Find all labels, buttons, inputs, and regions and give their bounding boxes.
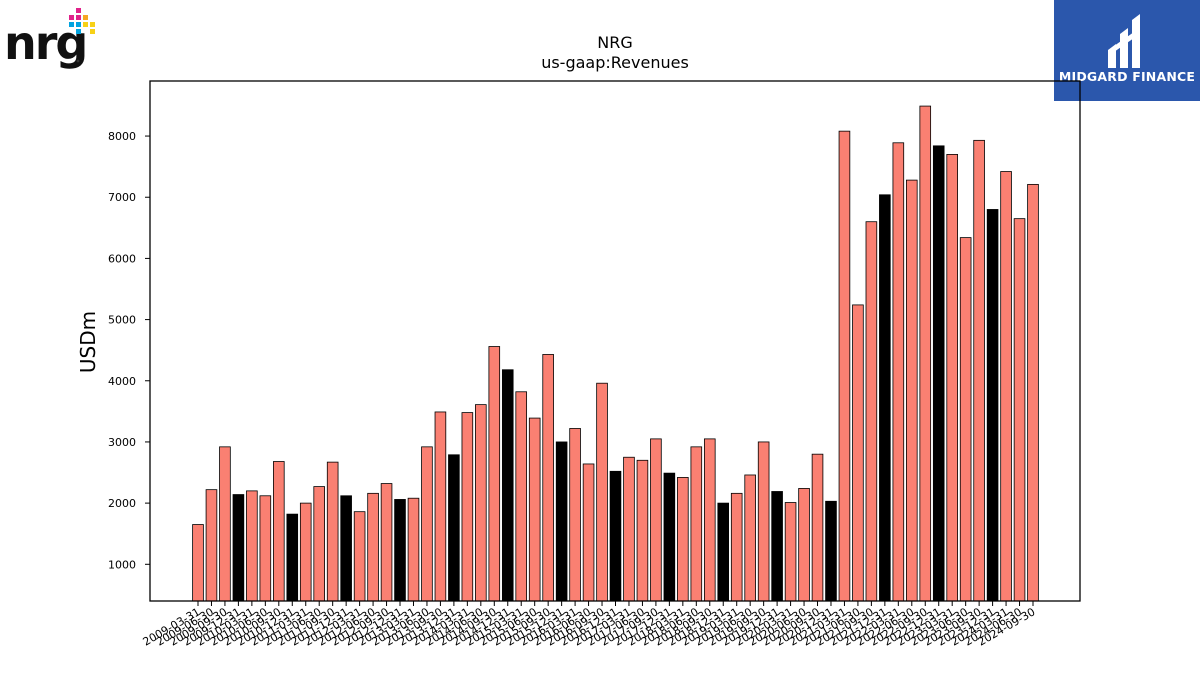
bar-2013-06-30 (421, 446, 433, 602)
bars-group (192, 105, 1039, 602)
bar-2014-06-30 (475, 404, 487, 602)
bar-2017-09-30 (650, 438, 662, 602)
nrg-sparkle-icon (69, 8, 95, 63)
bar-2024-09-30 (1027, 183, 1039, 602)
bar-2011-09-30 (326, 461, 339, 602)
bar-2015-12-31 (555, 441, 568, 602)
bar-2015-03-31 (515, 391, 528, 602)
bar-2018-09-30 (703, 438, 716, 602)
bar-2021-09-30 (865, 221, 878, 602)
bar-2020-03-31 (784, 502, 797, 602)
bar-2019-12-31 (771, 491, 783, 602)
bar-2018-06-30 (690, 446, 703, 602)
bar-2020-06-30 (798, 488, 810, 602)
bar-2012-12-31 (394, 499, 406, 602)
y-tick-label: 2000 (108, 497, 136, 510)
nrg-logo-text: nrg (4, 16, 88, 70)
x-axis-ticks: 2009-03-312009-06-302009-09-302009-12-31… (141, 601, 1038, 649)
bar-2010-12-31 (286, 513, 299, 602)
bar-2011-12-31 (340, 495, 352, 602)
bar-2020-09-30 (811, 453, 824, 602)
bar-2010-09-30 (273, 461, 285, 602)
bar-2019-09-30 (757, 441, 770, 602)
y-tick-label: 4000 (108, 375, 136, 388)
midgard-finance-logo: MIDGARD FINANCE (1054, 0, 1200, 101)
bar-2009-09-30 (219, 446, 231, 602)
bar-2016-06-30 (582, 463, 595, 602)
y-tick-label: 1000 (108, 558, 136, 571)
bar-2012-03-31 (353, 511, 366, 602)
chart-title: NRG (597, 33, 632, 52)
y-tick-label: 5000 (108, 314, 136, 327)
chart-subtitle: us-gaap:Revenues (541, 53, 689, 72)
bar-2009-06-30 (205, 489, 218, 602)
bar-2017-12-31 (663, 472, 676, 602)
bar-2012-09-30 (380, 483, 393, 602)
bar-2018-12-31 (717, 502, 730, 602)
bar-2013-03-31 (407, 497, 420, 602)
bar-2022-06-30 (906, 179, 918, 602)
bar-2016-03-31 (569, 428, 581, 602)
bar-2014-12-31 (501, 369, 514, 602)
bar-2018-03-31 (677, 477, 689, 602)
bar-2023-06-30 (959, 237, 972, 602)
y-tick-label: 3000 (108, 436, 136, 449)
bar-2013-09-30 (434, 411, 447, 602)
bar-2011-03-31 (299, 502, 312, 602)
plot-frame (149, 80, 1081, 602)
bar-2010-06-30 (259, 495, 272, 602)
bar-2010-03-31 (246, 490, 258, 602)
midgard-finance-text: MIDGARD FINANCE (1058, 69, 1196, 84)
bar-2020-12-31 (825, 500, 837, 602)
bar-2022-12-31 (932, 145, 945, 602)
midgard-mark-icon (1108, 14, 1140, 68)
bar-2023-03-31 (946, 154, 958, 602)
bar-2014-03-31 (461, 412, 474, 602)
bar-2019-03-31 (730, 492, 743, 602)
bar-2012-06-30 (367, 492, 379, 602)
bar-2017-06-30 (636, 459, 649, 602)
bar-2009-12-31 (232, 494, 245, 602)
bar-2024-03-31 (1000, 171, 1012, 602)
bar-2022-09-30 (919, 105, 932, 602)
bar-2014-09-30 (488, 346, 501, 602)
bar-2019-06-30 (744, 474, 756, 602)
bar-2015-06-30 (528, 417, 541, 602)
bar-2017-03-31 (623, 456, 635, 602)
bar-2009-03-31 (192, 524, 204, 602)
bar-2021-06-30 (852, 304, 864, 602)
y-axis-ticks: 1000 2000 3000 4000 5000 6000 7000 8000 (108, 130, 150, 571)
y-axis-label: USDm (76, 311, 100, 373)
bar-2021-03-31 (838, 130, 851, 602)
y-tick-label: 8000 (108, 130, 136, 143)
bar-2023-12-31 (986, 209, 999, 602)
bar-2024-06-30 (1013, 218, 1026, 602)
bar-2015-09-30 (542, 354, 554, 602)
bar-2016-09-30 (596, 382, 608, 602)
y-tick-label: 7000 (108, 191, 136, 204)
bar-2022-03-31 (892, 142, 905, 602)
bar-2016-12-31 (609, 470, 622, 602)
bar-2011-06-30 (313, 486, 325, 602)
nrg-logo: nrg (4, 6, 104, 70)
bar-2021-12-31 (879, 194, 891, 602)
bar-2023-09-30 (973, 139, 985, 602)
y-tick-label: 6000 (108, 252, 136, 265)
bar-2013-12-31 (448, 454, 460, 602)
